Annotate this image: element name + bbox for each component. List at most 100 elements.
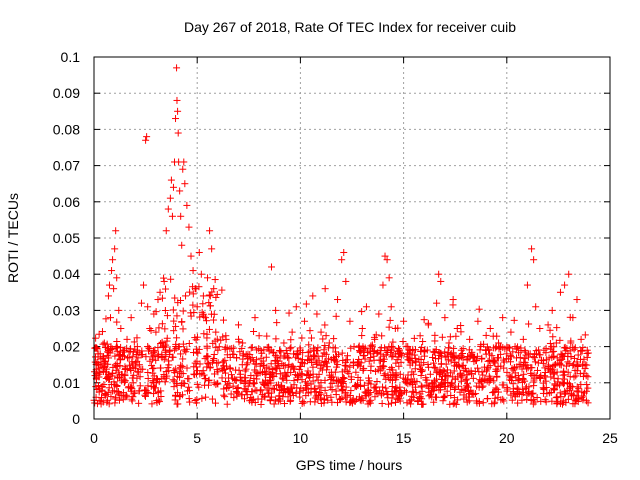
data-point	[242, 365, 250, 373]
data-point	[183, 364, 191, 372]
data-point	[239, 352, 247, 360]
data-point	[404, 371, 412, 379]
data-point	[205, 299, 213, 307]
data-point	[290, 350, 298, 358]
data-point	[509, 366, 517, 374]
data-point	[297, 370, 305, 378]
data-point	[197, 270, 205, 278]
data-point	[269, 365, 277, 373]
data-point	[578, 394, 586, 402]
data-point	[119, 389, 127, 397]
data-point	[162, 227, 170, 235]
data-point	[157, 340, 165, 348]
data-point	[238, 344, 246, 352]
data-point	[192, 399, 200, 407]
data-point	[139, 365, 147, 373]
data-point	[430, 384, 438, 392]
data-point	[281, 352, 289, 360]
data-point	[144, 388, 152, 396]
data-point	[213, 359, 221, 367]
data-point	[412, 388, 420, 396]
data-point	[265, 343, 273, 351]
data-point	[517, 344, 525, 352]
data-point	[279, 375, 287, 383]
data-point	[566, 384, 574, 392]
data-point	[221, 393, 229, 401]
data-point	[234, 389, 242, 397]
data-point	[483, 343, 491, 351]
data-point	[257, 400, 265, 408]
data-point	[431, 331, 439, 339]
data-point	[365, 357, 373, 365]
data-point	[532, 303, 540, 311]
data-point	[429, 348, 437, 356]
data-point	[166, 194, 174, 202]
data-point	[121, 363, 129, 371]
data-point	[282, 346, 290, 354]
y-tick-label: 0.04	[53, 266, 80, 282]
data-point	[476, 346, 484, 354]
y-tick-label: 0.02	[53, 339, 80, 355]
data-point	[338, 385, 346, 393]
data-point	[440, 394, 448, 402]
data-point	[104, 388, 112, 396]
data-point	[339, 373, 347, 381]
data-point	[276, 370, 284, 378]
data-point	[426, 370, 434, 378]
data-point	[440, 368, 448, 376]
data-point	[490, 400, 498, 408]
data-point	[340, 374, 348, 382]
data-point	[457, 328, 465, 336]
data-point	[530, 354, 538, 362]
data-point	[98, 382, 106, 390]
data-point	[356, 347, 364, 355]
data-point	[323, 363, 331, 371]
data-point	[524, 350, 532, 358]
data-point	[193, 333, 201, 341]
data-point	[560, 375, 568, 383]
data-point	[248, 396, 256, 404]
data-point	[577, 335, 585, 343]
data-point	[176, 187, 184, 195]
data-point	[107, 393, 115, 401]
data-point	[475, 305, 483, 313]
data-point	[446, 400, 454, 408]
data-point	[98, 328, 106, 336]
data-point	[244, 382, 252, 390]
data-point	[304, 357, 312, 365]
data-point	[150, 384, 158, 392]
data-point	[177, 350, 185, 358]
data-point	[406, 350, 414, 358]
data-point	[155, 324, 163, 332]
x-tick-label: 0	[90, 430, 98, 446]
data-point	[186, 398, 194, 406]
data-point	[218, 374, 226, 382]
data-point	[396, 370, 404, 378]
data-point	[97, 400, 105, 408]
data-point	[334, 361, 342, 369]
data-point	[508, 396, 516, 404]
data-point	[107, 314, 115, 322]
data-point	[329, 344, 337, 352]
data-point	[207, 310, 215, 318]
data-point	[202, 393, 210, 401]
data-point	[102, 344, 110, 352]
data-point	[382, 384, 390, 392]
data-point	[105, 400, 113, 408]
data-point	[221, 356, 229, 364]
data-point	[447, 357, 455, 365]
data-point	[384, 390, 392, 398]
data-point	[417, 348, 425, 356]
data-point	[449, 349, 457, 357]
data-point	[437, 277, 445, 285]
data-point	[542, 398, 550, 406]
axis-ticks: 0 5 10 15 20 25 0 0.01 0.02 0.03 0.04 0.05 0.06 0.07 0…	[53, 49, 618, 446]
data-point	[559, 371, 567, 379]
data-point	[287, 383, 295, 391]
data-point	[173, 312, 181, 320]
data-point	[154, 296, 162, 304]
data-point	[335, 395, 343, 403]
data-point	[174, 299, 182, 307]
data-point	[443, 387, 451, 395]
data-point	[345, 369, 353, 377]
